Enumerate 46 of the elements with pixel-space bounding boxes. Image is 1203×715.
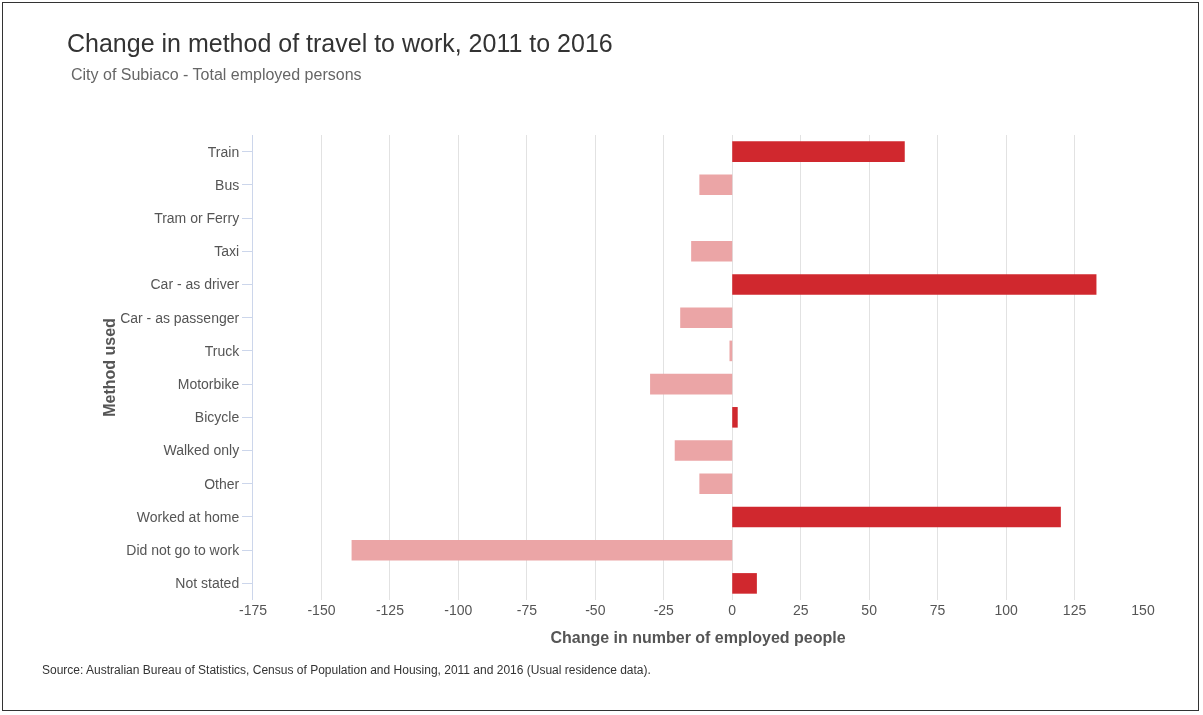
x-tick-label: 0 [728, 602, 737, 618]
bar [650, 373, 733, 395]
y-tick-label: Truck [204, 342, 241, 359]
bar [680, 307, 733, 328]
y-tick-label: Other [204, 475, 240, 492]
y-tick-label: Car - as driver [150, 276, 240, 293]
x-tick-label: 150 [1131, 602, 1155, 618]
y-tick-label: Bicycle [194, 409, 240, 426]
chart-subtitle: City of Subiaco - Total employed persons [71, 66, 362, 83]
bar [732, 141, 905, 162]
x-tick-label: -25 [653, 602, 675, 618]
x-tick-label: 50 [861, 602, 878, 618]
y-axis-title: Method used [101, 318, 119, 417]
bar [691, 240, 733, 262]
bar [732, 274, 1097, 295]
y-tick-label: Taxi [214, 243, 240, 260]
bar [674, 440, 733, 461]
bar [729, 340, 733, 362]
bar [699, 174, 733, 196]
y-tick-label: Worked at home [136, 508, 240, 525]
bar [699, 473, 733, 495]
y-tick-label: Bus [215, 176, 240, 193]
x-tick-label: -50 [585, 602, 606, 618]
y-tick-label: Train [207, 143, 240, 160]
source-note: Source: Australian Bureau of Statistics, Census of Population and Housing, 2011 and 2016 (Usual residence data). [42, 663, 651, 677]
chart-title: Change in method of travel to work, 2011 to 2016 [67, 28, 613, 57]
y-tick-label: Tram or Ferry [154, 209, 240, 226]
y-tick-label: Walked only [163, 442, 240, 459]
bar [732, 407, 738, 428]
x-tick-label: 125 [1062, 602, 1087, 618]
x-tick-label: -125 [375, 602, 405, 618]
y-tick-label: Did not go to work [126, 542, 241, 559]
x-tick-label: -150 [307, 602, 336, 618]
x-tick-label: 75 [929, 602, 946, 618]
x-tick-label: 25 [792, 602, 809, 618]
x-tick-label: -100 [444, 602, 473, 618]
bar [351, 539, 733, 561]
y-tick-label: Motorbike [177, 376, 240, 393]
x-tick-label: 100 [994, 602, 1018, 618]
x-tick-label: -175 [238, 602, 268, 618]
x-axis-title: Change in number of employed people [550, 628, 846, 646]
x-tick-label: -75 [516, 602, 538, 618]
bar [732, 506, 1061, 528]
y-tick-label: Not stated [175, 575, 240, 592]
y-tick-label: Car - as passenger [120, 309, 240, 326]
bar [732, 573, 757, 594]
